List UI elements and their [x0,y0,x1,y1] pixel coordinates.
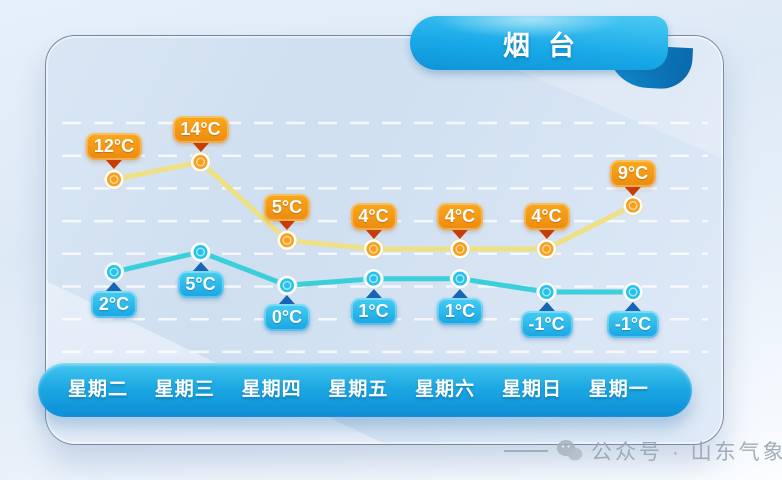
watermark: 公众号 · 山东气象 [504,436,782,466]
title-ribbon: 烟台 [410,16,694,91]
day-label: 星期五 [328,379,389,400]
watermark-text: 公众号 · 山东气象 [591,441,782,464]
day-label: 星期一 [588,379,649,400]
day-label: 星期日 [501,379,563,400]
wechat-icon [557,440,583,461]
day-label: 星期三 [154,379,215,400]
day-bar: 星期二 星期三 星期四 星期五 星期六 星期日 星期一 [38,363,692,417]
watermark-rule [504,450,548,452]
ribbon-body [410,16,668,70]
city-title: 烟台 [503,30,593,61]
day-label: 星期四 [241,379,302,400]
day-label: 星期六 [415,379,476,400]
day-label: 星期二 [67,379,129,400]
